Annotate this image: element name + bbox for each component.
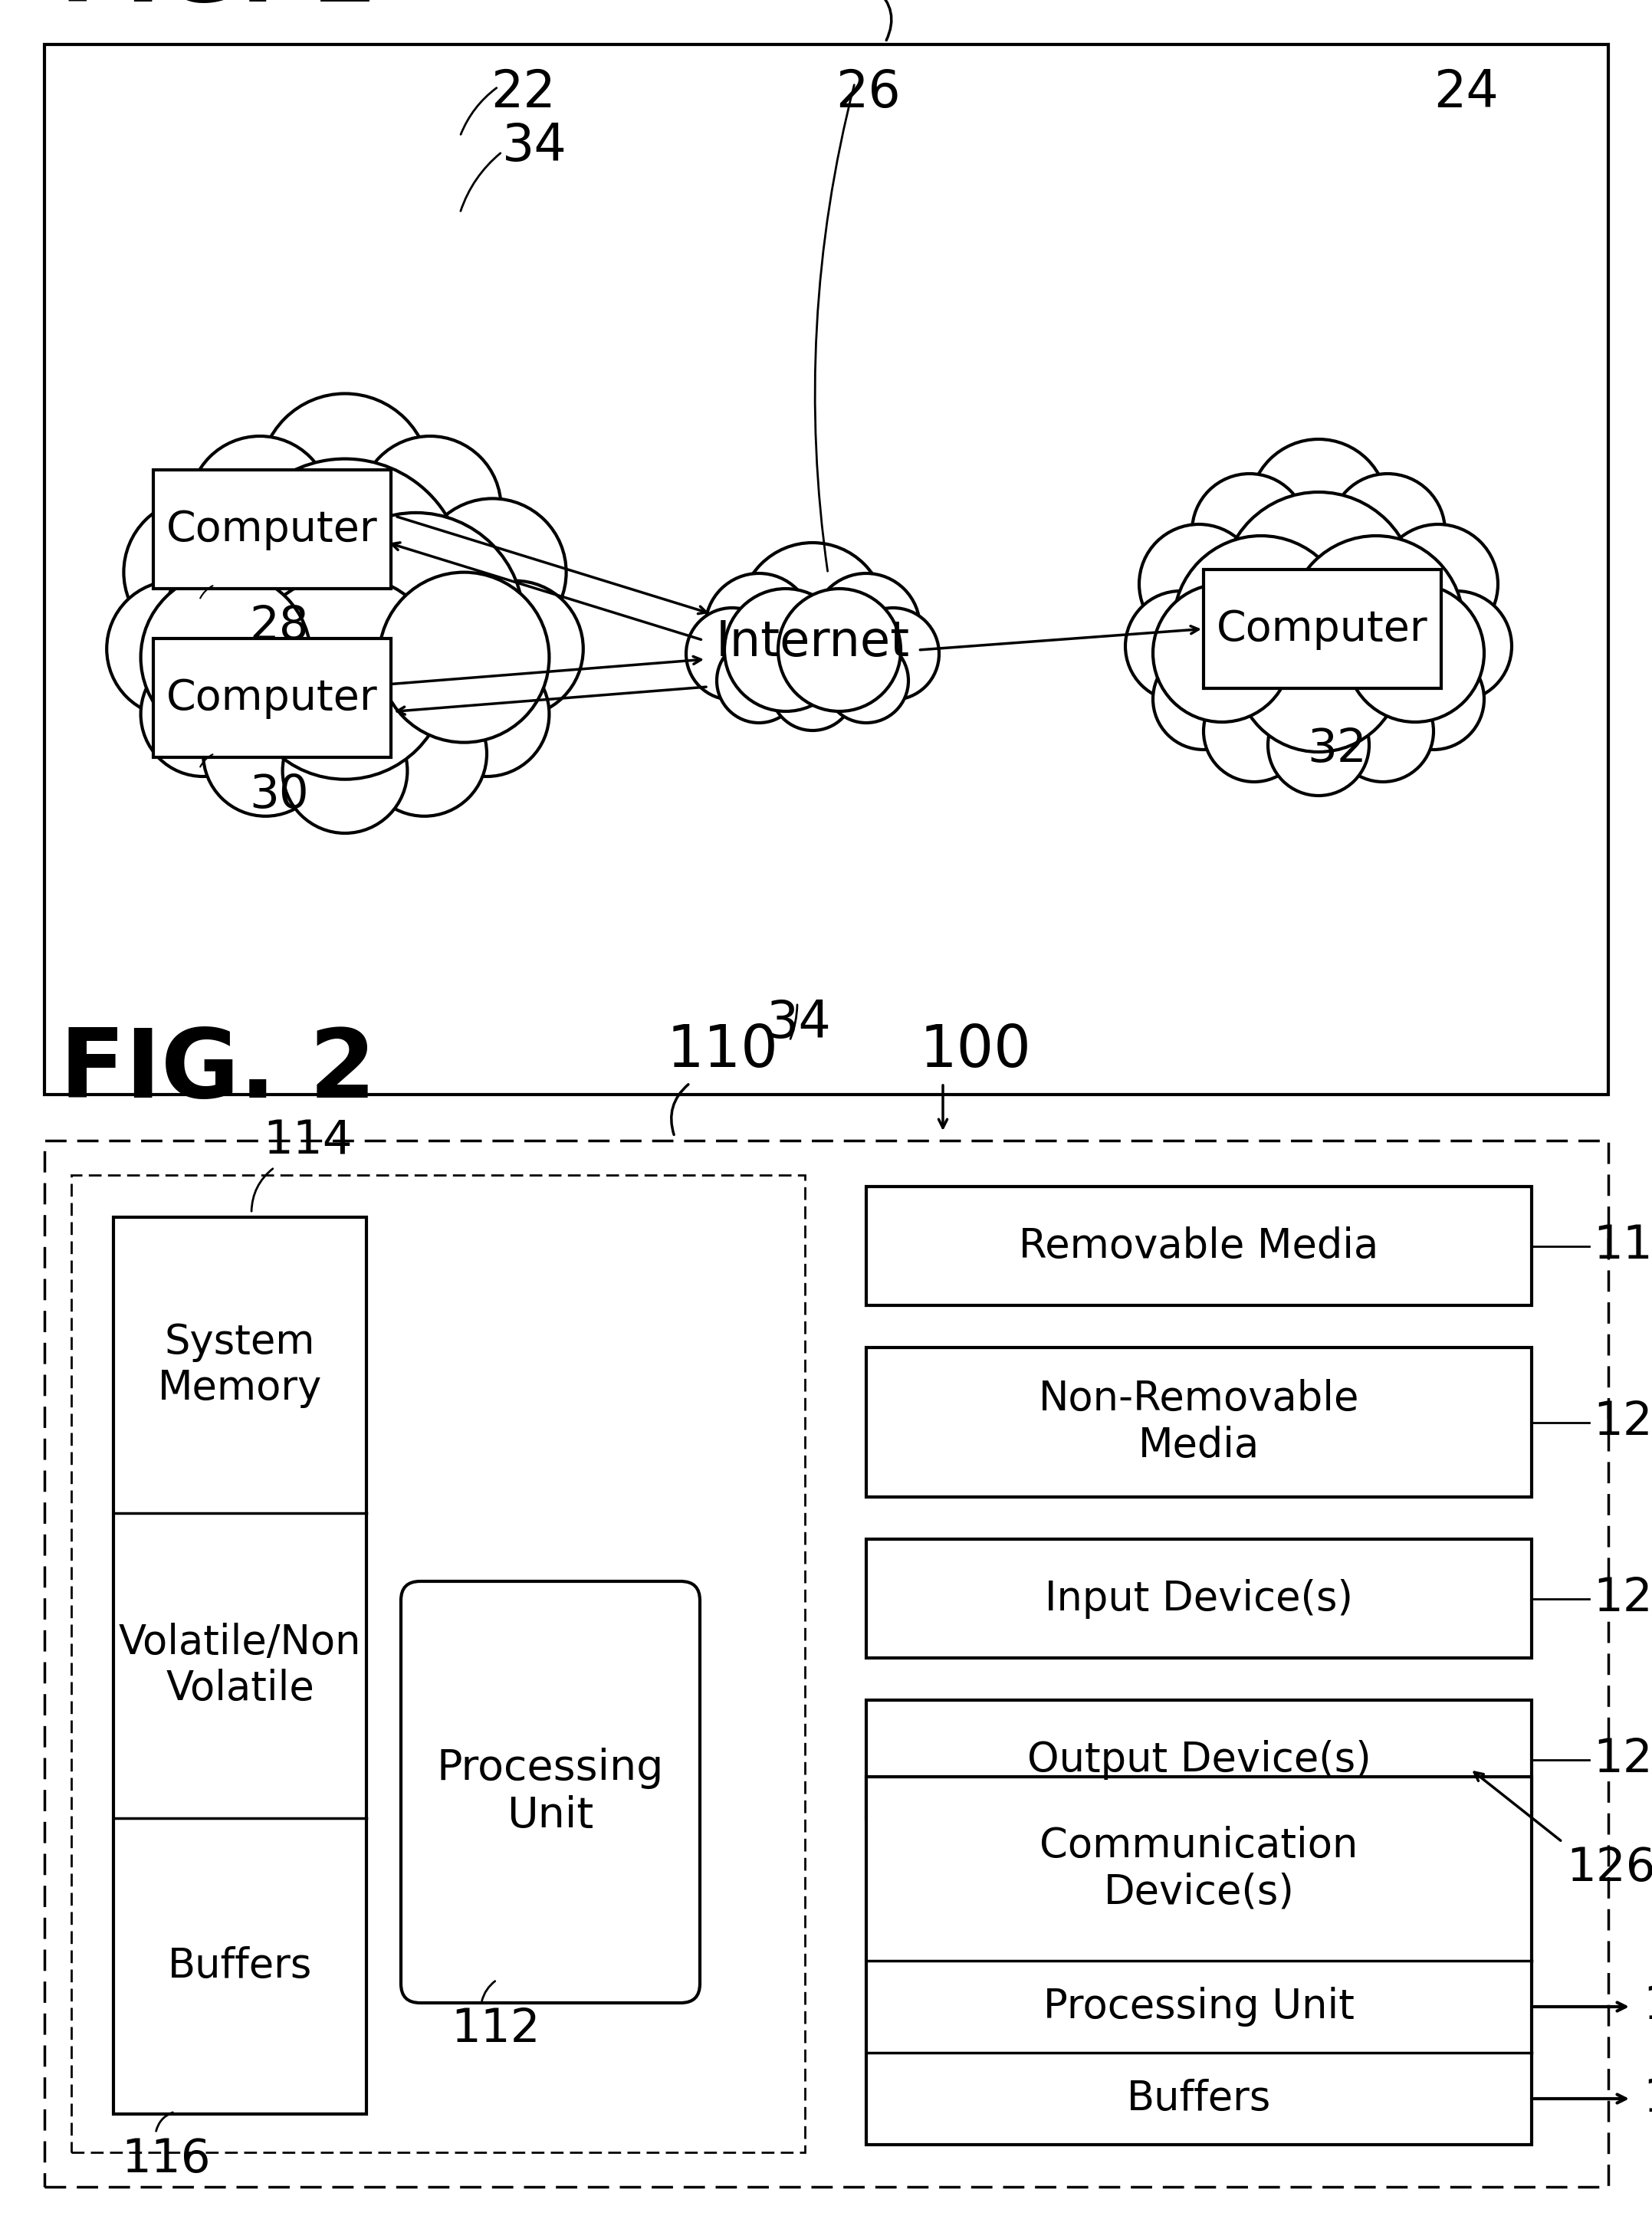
Circle shape (1269, 695, 1370, 796)
Text: 116: 116 (121, 2138, 210, 2182)
Text: 126: 126 (1566, 1846, 1652, 1890)
Text: Computer: Computer (167, 678, 378, 718)
Text: Removable Media: Removable Media (1019, 1226, 1379, 1266)
Text: 100: 100 (920, 1023, 1032, 1079)
Circle shape (847, 609, 938, 700)
Text: FIG. 1: FIG. 1 (59, 0, 377, 22)
Bar (866, 1349, 1531, 1498)
Bar (154, 637, 392, 758)
Text: Input Device(s): Input Device(s) (1044, 1578, 1353, 1618)
Bar (114, 1217, 367, 2113)
Circle shape (1378, 524, 1498, 644)
Text: Buffers: Buffers (1127, 2080, 1270, 2118)
Circle shape (1193, 475, 1307, 588)
Circle shape (362, 691, 487, 816)
Text: Buffers: Buffers (169, 1946, 312, 1986)
Circle shape (307, 513, 524, 729)
Circle shape (378, 573, 548, 742)
Text: Internet: Internet (715, 620, 910, 666)
Text: 28: 28 (249, 604, 309, 649)
Text: 128: 128 (1642, 2075, 1652, 2122)
Circle shape (686, 609, 778, 700)
Circle shape (778, 588, 900, 711)
Text: 32: 32 (1307, 727, 1366, 771)
Circle shape (188, 437, 330, 577)
Circle shape (1249, 439, 1388, 577)
Text: FIG. 2: FIG. 2 (59, 1025, 377, 1117)
Circle shape (705, 573, 813, 680)
Circle shape (1153, 649, 1254, 749)
Circle shape (1125, 591, 1236, 702)
Bar (866, 1540, 1531, 1658)
Text: 118: 118 (1593, 1224, 1652, 1268)
Circle shape (1383, 649, 1483, 749)
Bar (1204, 571, 1441, 689)
Circle shape (418, 499, 567, 646)
Circle shape (1204, 680, 1305, 782)
Circle shape (813, 573, 920, 680)
Circle shape (1140, 524, 1259, 644)
Text: 34: 34 (767, 999, 831, 1048)
Text: Non-Removable
Media: Non-Removable Media (1039, 1380, 1360, 1464)
Text: 112: 112 (1642, 1984, 1652, 2028)
Circle shape (1332, 680, 1434, 782)
Circle shape (203, 691, 329, 816)
Circle shape (1401, 591, 1512, 702)
Circle shape (243, 575, 448, 780)
Circle shape (824, 637, 909, 722)
Circle shape (226, 459, 464, 698)
Circle shape (770, 646, 854, 731)
Text: 34: 34 (502, 120, 567, 172)
Circle shape (717, 637, 801, 722)
Circle shape (1173, 535, 1348, 711)
Bar (71, 1175, 805, 2153)
Bar (866, 1186, 1531, 1306)
Circle shape (140, 651, 266, 776)
Circle shape (740, 542, 885, 689)
Text: Output Device(s): Output Device(s) (1028, 1739, 1371, 1779)
Bar (154, 470, 392, 588)
Text: Processing Unit: Processing Unit (1044, 1986, 1355, 2026)
Circle shape (1330, 475, 1446, 588)
Text: Computer: Computer (1216, 609, 1427, 649)
Circle shape (124, 499, 271, 646)
Circle shape (107, 582, 243, 718)
Circle shape (1289, 535, 1464, 711)
Circle shape (425, 651, 548, 776)
Text: Communication
Device(s): Communication Device(s) (1039, 1826, 1358, 1912)
Circle shape (1346, 584, 1483, 722)
Circle shape (282, 709, 408, 834)
Text: 120: 120 (1593, 1400, 1652, 1444)
Text: 122: 122 (1593, 1576, 1652, 1620)
Text: 110: 110 (667, 1023, 778, 1079)
Text: 22: 22 (491, 67, 555, 118)
Circle shape (1153, 584, 1290, 722)
Text: 30: 30 (249, 773, 309, 818)
Circle shape (167, 513, 382, 729)
Circle shape (259, 395, 430, 564)
Circle shape (1236, 586, 1401, 751)
Circle shape (725, 588, 847, 711)
Bar (45, 1141, 1609, 2187)
Text: 24: 24 (1434, 67, 1498, 118)
Bar (866, 1777, 1531, 2144)
Bar (866, 1701, 1531, 1819)
Circle shape (140, 573, 311, 742)
Text: 112: 112 (451, 2006, 540, 2053)
FancyBboxPatch shape (401, 1580, 700, 2004)
Text: 114: 114 (263, 1119, 352, 1164)
Text: Processing
Unit: Processing Unit (436, 1748, 664, 1837)
Text: Volatile/Non
Volatile: Volatile/Non Volatile (119, 1623, 362, 1710)
Text: 124: 124 (1593, 1736, 1652, 1783)
Circle shape (448, 582, 583, 718)
Text: 26: 26 (836, 67, 900, 118)
Bar (45, 45, 1609, 1094)
Circle shape (358, 437, 501, 577)
Text: Computer: Computer (167, 508, 378, 551)
Circle shape (1222, 493, 1416, 684)
Text: System
Memory: System Memory (159, 1322, 322, 1409)
